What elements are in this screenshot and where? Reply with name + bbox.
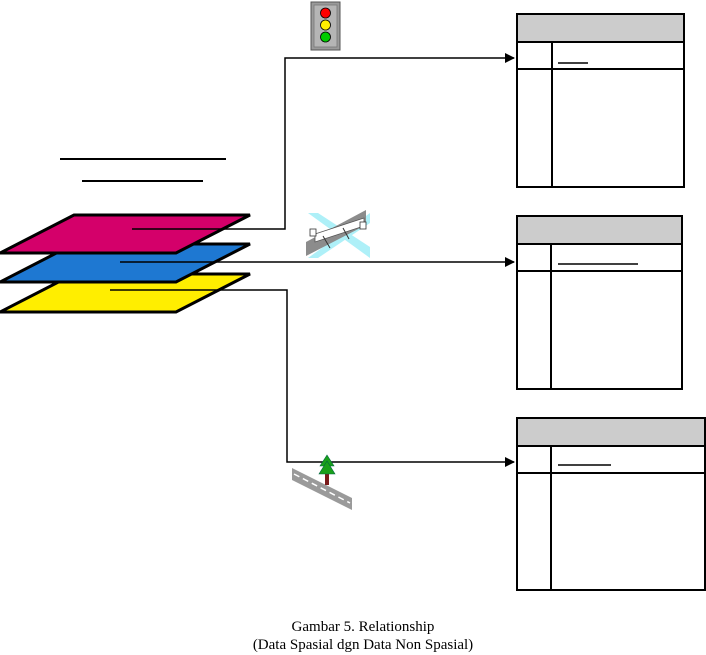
table-2-header [518,217,681,244]
road-with-tree-icon [292,454,352,510]
table-3 [516,417,706,591]
table-3-header [518,419,704,446]
layer-magenta [0,213,251,255]
table-2 [516,215,683,390]
table-1 [516,13,685,188]
connector-magenta [132,53,515,230]
caption-line-1: Gambar 5. Relationship [291,619,435,635]
bridge-icon [306,210,370,258]
traffic-light-icon [310,1,341,51]
connector-yellow [110,289,515,467]
table-1-header [518,15,683,42]
caption-line-2: (Data Spasial dgn Data Non Spasial) [252,637,474,653]
